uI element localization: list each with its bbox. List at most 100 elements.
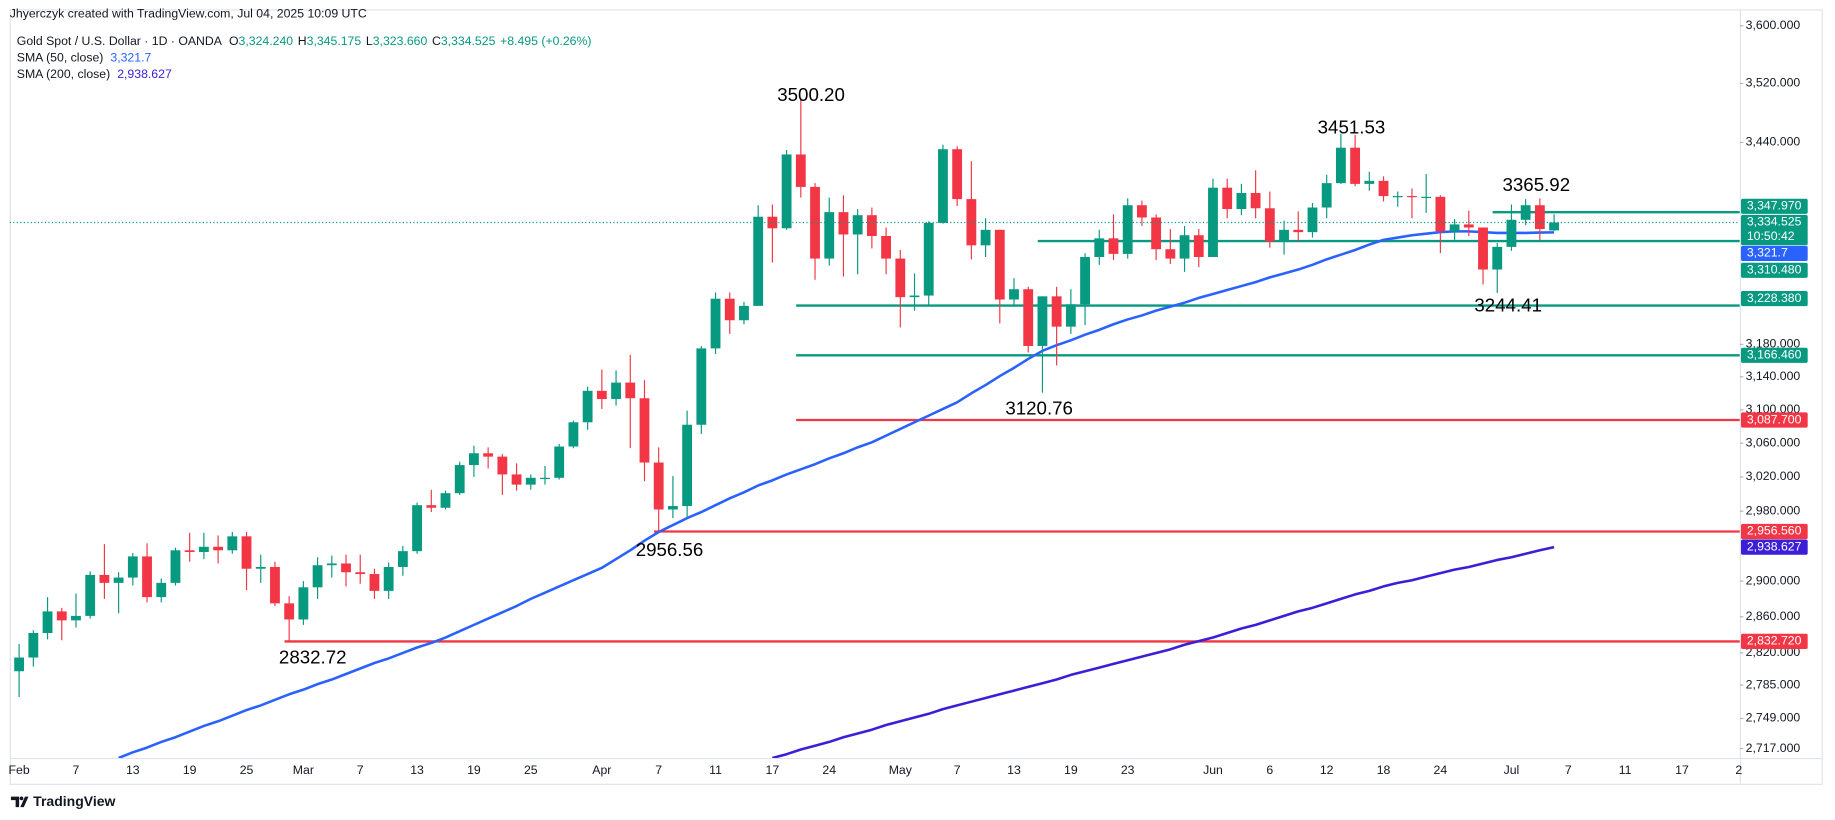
candle-body (156, 582, 167, 598)
x-tick-label: 25 (240, 763, 254, 777)
x-tick-label: 6 (1266, 763, 1273, 777)
plot-area (14, 97, 1740, 759)
x-tick-label: 12 (1320, 763, 1334, 777)
candle-body (1549, 222, 1559, 231)
x-tick-label: 7 (954, 763, 961, 777)
candle-body (85, 574, 96, 616)
candle-body (14, 657, 25, 672)
candle-body (497, 456, 508, 475)
x-tick-label: 2 (1735, 763, 1742, 777)
price-label-box (1741, 347, 1808, 363)
candle-body (724, 298, 735, 321)
candle-body (270, 566, 280, 604)
candle-body (1321, 183, 1332, 208)
candle-body (1122, 205, 1133, 254)
candle-body (1293, 229, 1304, 233)
candle-body (28, 632, 39, 658)
candle-body (483, 453, 494, 457)
y-tick-label: 3,020.000 (1746, 469, 1801, 483)
x-tick-label: 7 (357, 763, 364, 777)
logo-icon (10, 796, 29, 808)
candle-body (625, 382, 636, 399)
sma-line (772, 545, 1555, 759)
candle-body (397, 551, 408, 567)
ohlc-value: 3,345.175 (307, 34, 362, 48)
candle-body (1037, 296, 1048, 346)
price-label: 3,310.480 (1747, 263, 1802, 277)
price-label-box (1741, 262, 1808, 278)
candle-body (781, 154, 792, 229)
x-tick-label: 23 (1121, 763, 1135, 777)
candle-body (113, 577, 124, 583)
candle-body (469, 453, 479, 466)
candle-body (696, 348, 707, 425)
candle-body (42, 611, 53, 633)
x-tick-label: 18 (1377, 763, 1391, 777)
x-tick-label: 11 (1619, 763, 1632, 777)
candle-body (298, 587, 309, 620)
candle-body (994, 229, 1005, 300)
ohlc-key: L (366, 34, 373, 48)
candle-body (184, 550, 195, 553)
x-tick-label: 24 (822, 763, 836, 777)
candle-body (952, 149, 963, 200)
sma-name: SMA (200, close) (17, 67, 110, 81)
y-tick-label: 2,860.000 (1746, 609, 1801, 623)
x-tick-label: 7 (73, 763, 80, 777)
candle-body (1222, 187, 1233, 210)
candle-body (312, 565, 323, 588)
annotation: 3244.41 (1474, 294, 1542, 315)
y-tick-label: 2,785.000 (1746, 677, 1801, 691)
price-label-box (1741, 290, 1808, 307)
candle-body (1335, 147, 1346, 184)
annotation: 2956.56 (636, 539, 704, 560)
symbol: Gold Spot / U.S. Dollar · 1D · OANDA (17, 34, 223, 48)
annotation: 3451.53 (1318, 117, 1386, 138)
candle-body (1051, 296, 1062, 327)
change: +8.495 (+0.26%) (500, 34, 591, 48)
candle-body (1492, 246, 1503, 270)
candle-body (611, 382, 621, 400)
candle-body (56, 611, 67, 621)
candle-body (639, 398, 650, 463)
candle-body (1009, 289, 1019, 300)
price-label-box (1741, 198, 1808, 214)
x-tick-label: May (889, 763, 913, 777)
price-label-box (1741, 214, 1808, 246)
candle-body (1080, 257, 1090, 305)
price-label-box (1741, 245, 1808, 262)
candle-body (1279, 229, 1289, 242)
created-by: Jhyerczyk created with TradingView.com, … (10, 6, 367, 20)
candle-body (71, 615, 81, 621)
candle-body (753, 216, 764, 306)
x-tick-label: Mar (293, 763, 314, 777)
x-tick-label: 11 (709, 763, 722, 777)
x-tick-label: 7 (655, 763, 662, 777)
candle-body (596, 390, 607, 400)
footer-logo: TradingView (10, 793, 116, 809)
candle-body (909, 295, 920, 298)
price-label: 3,228.380 (1747, 291, 1802, 305)
ohlc-value: 3,334.525 (441, 34, 496, 48)
candle-body (1421, 196, 1432, 198)
candle-body (412, 505, 422, 552)
candle-body (667, 506, 678, 510)
y-tick-label: 3,180.000 (1746, 337, 1801, 351)
sma-name: SMA (50, close) (17, 51, 104, 65)
x-tick-label: Jul (1504, 763, 1520, 777)
candle-body (1449, 224, 1460, 232)
sma-value: 3,321.7 (110, 51, 151, 65)
x-tick-label: 17 (1675, 763, 1689, 777)
candle-body (99, 574, 110, 583)
price-label: 3,334.525 (1747, 215, 1802, 229)
annotation: 3120.76 (1005, 397, 1073, 418)
candle-body (1392, 196, 1403, 198)
price-label-box (1741, 539, 1808, 555)
candle-body (1435, 196, 1446, 232)
candle-body (795, 154, 806, 187)
price-label: 3,166.460 (1747, 348, 1802, 362)
brand: TradingView (33, 793, 115, 809)
